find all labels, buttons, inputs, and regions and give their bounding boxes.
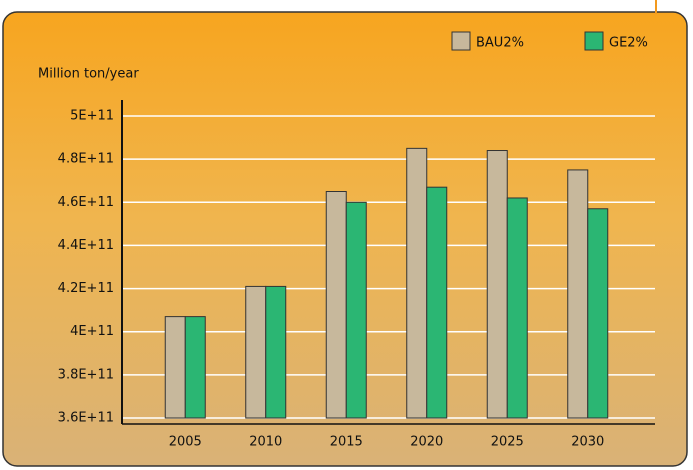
- x-tick-label: 2030: [571, 435, 604, 450]
- y-tick-label: 3.6E+11: [58, 411, 114, 426]
- x-tick-label: 2025: [491, 435, 524, 450]
- legend-swatch: [451, 31, 471, 51]
- y-tick-label: 3.8E+11: [58, 367, 114, 382]
- bar: [164, 316, 186, 419]
- bar: [426, 186, 448, 419]
- x-tick-label: 2005: [169, 435, 202, 450]
- bar: [506, 197, 528, 419]
- bar: [245, 285, 267, 419]
- y-tick-label: 4.2E+11: [58, 281, 114, 296]
- bar: [567, 169, 589, 419]
- legend-label: BAU2%: [476, 36, 524, 51]
- bar: [325, 191, 347, 419]
- y-tick-label: 4.6E+11: [58, 195, 114, 210]
- x-tick-label: 2010: [249, 435, 282, 450]
- bar: [486, 150, 508, 419]
- y-tick-label: 4.4E+11: [58, 238, 114, 253]
- y-axis-label: Million ton/year: [38, 67, 139, 82]
- x-tick-label: 2015: [330, 435, 363, 450]
- bar: [184, 316, 206, 419]
- legend-label: GE2%: [609, 36, 648, 51]
- legend-swatch: [584, 31, 604, 51]
- bar: [265, 285, 287, 419]
- x-tick-label: 2020: [410, 435, 443, 450]
- bar: [406, 147, 428, 419]
- y-tick-label: 5E+11: [70, 109, 114, 124]
- bar: [345, 201, 367, 419]
- y-tick-label: 4E+11: [70, 324, 114, 339]
- y-tick-label: 4.8E+11: [58, 152, 114, 167]
- bar: [587, 208, 609, 419]
